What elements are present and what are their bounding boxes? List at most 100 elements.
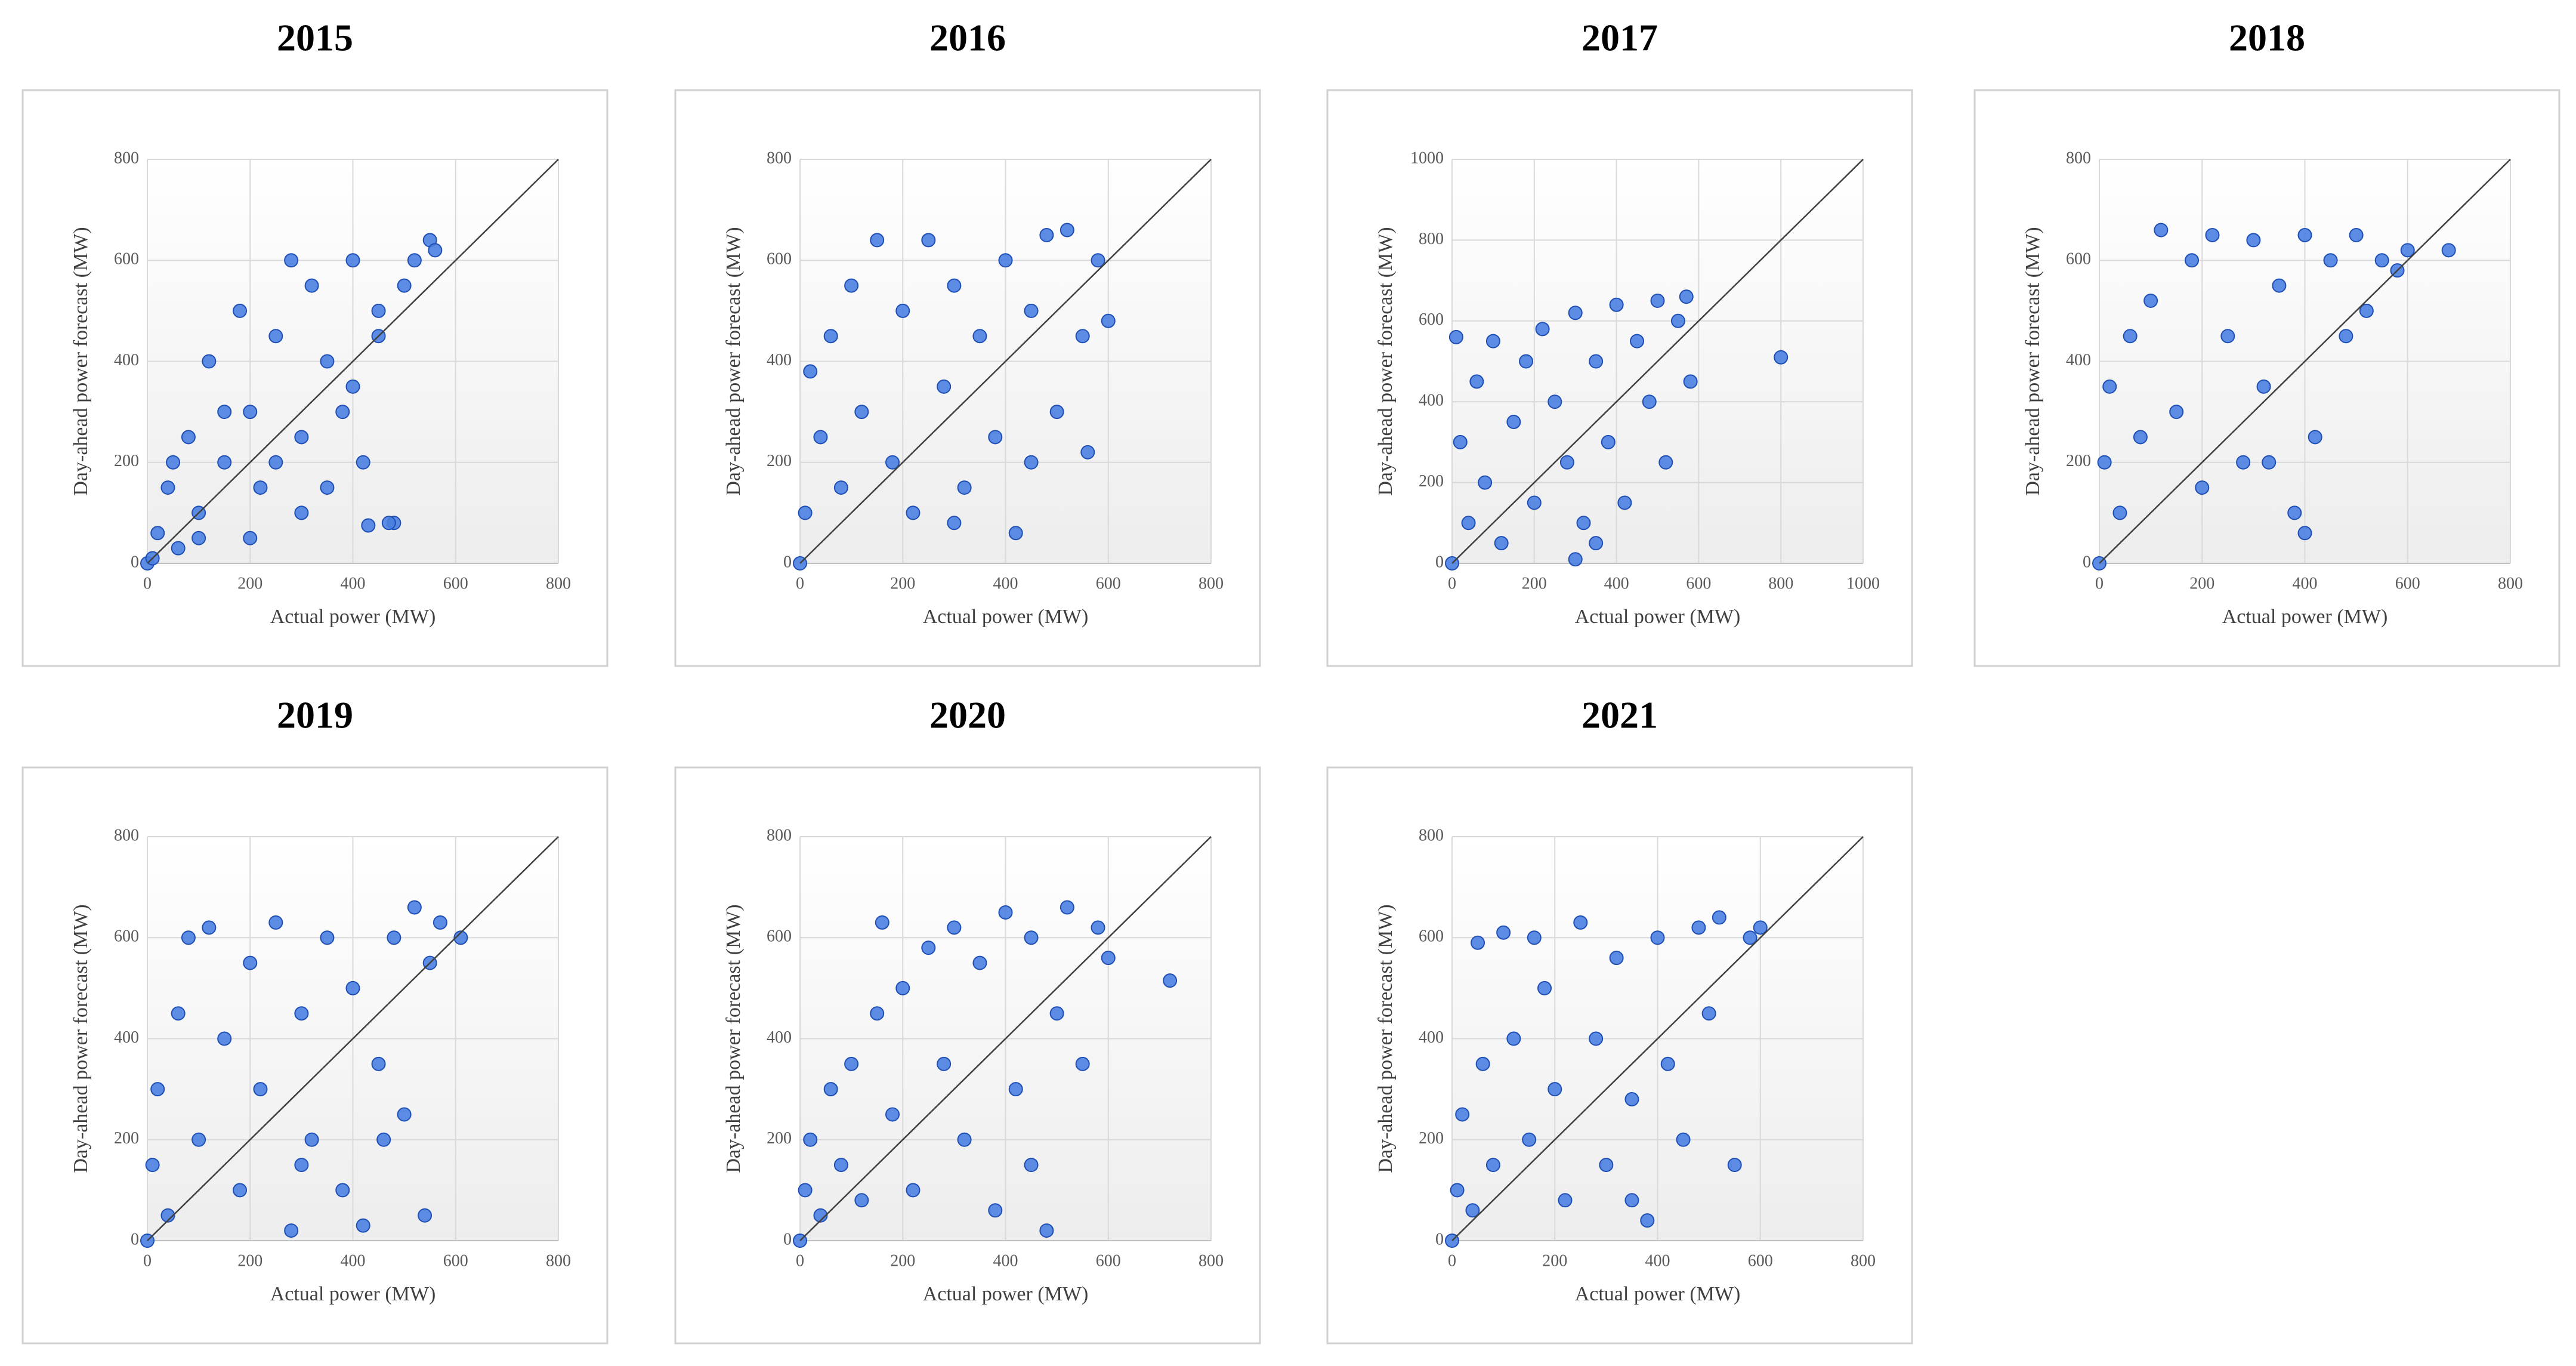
point xyxy=(2323,253,2338,268)
point xyxy=(1080,445,1095,460)
point xyxy=(2185,253,2200,268)
point xyxy=(2287,505,2302,520)
point xyxy=(335,405,350,420)
point xyxy=(217,455,232,470)
point xyxy=(1049,1006,1064,1021)
point xyxy=(1039,227,1054,242)
point xyxy=(885,455,900,470)
y-tick-label: 800 xyxy=(1419,826,1444,844)
point xyxy=(2195,480,2210,495)
point xyxy=(988,430,1003,445)
y-tick-label: 800 xyxy=(1419,230,1444,248)
point xyxy=(407,253,422,268)
x-axis-title: Actual power (MW) xyxy=(923,606,1089,628)
point xyxy=(833,480,848,495)
point xyxy=(947,278,962,293)
point xyxy=(1527,495,1542,510)
point xyxy=(798,505,813,520)
chart-title: 2018 xyxy=(2229,17,2305,59)
point xyxy=(870,233,885,248)
point xyxy=(1453,434,1468,449)
point xyxy=(1573,915,1588,930)
chart-title: 2017 xyxy=(1582,17,1658,59)
x-tick-label: 0 xyxy=(143,1251,152,1270)
x-axis-title: Actual power (MW) xyxy=(270,606,436,628)
x-tick-label: 400 xyxy=(1645,1251,1670,1270)
point xyxy=(145,1158,160,1173)
point xyxy=(320,354,335,369)
identity-line xyxy=(799,836,1212,1241)
point xyxy=(1506,1031,1521,1046)
point xyxy=(988,1203,1003,1218)
point xyxy=(1548,1082,1562,1097)
point xyxy=(1008,526,1023,541)
point xyxy=(233,1183,248,1198)
point xyxy=(844,1056,859,1071)
point xyxy=(2308,430,2322,445)
point xyxy=(1039,1223,1054,1238)
x-axis-title: Actual power (MW) xyxy=(1575,1283,1741,1305)
y-tick-label: 400 xyxy=(767,1028,792,1047)
point xyxy=(2400,243,2415,258)
y-tick-label: 200 xyxy=(767,452,792,470)
point xyxy=(895,303,910,318)
point xyxy=(1455,1107,1470,1122)
point xyxy=(1558,1193,1573,1208)
y-axis-title: Day-ahead power forecast (MW) xyxy=(1375,904,1397,1173)
point xyxy=(1640,1213,1655,1228)
point xyxy=(937,1056,952,1071)
point xyxy=(191,531,206,545)
point xyxy=(202,920,217,935)
y-tick-label: 1000 xyxy=(1410,149,1444,167)
y-axis-title: Day-ahead power forecast (MW) xyxy=(2022,227,2044,495)
point xyxy=(823,1082,838,1097)
x-tick-label: 0 xyxy=(796,574,804,593)
point xyxy=(1448,329,1463,344)
point xyxy=(1683,374,1698,389)
x-axis-title: Actual power (MW) xyxy=(2222,606,2388,628)
point xyxy=(433,915,447,930)
identity-line xyxy=(1451,836,1864,1241)
point xyxy=(1471,935,1485,950)
point xyxy=(1075,1056,1090,1071)
chart-title: 2015 xyxy=(277,17,353,59)
point xyxy=(217,405,232,420)
x-tick-label: 200 xyxy=(2189,574,2214,593)
point xyxy=(1461,516,1476,531)
identity-line xyxy=(2099,159,2511,564)
point xyxy=(376,1132,391,1147)
point xyxy=(870,1006,885,1021)
point xyxy=(1617,495,1632,510)
point xyxy=(284,253,299,268)
y-tick-label: 200 xyxy=(2066,452,2091,470)
identity-line xyxy=(799,159,1212,564)
point xyxy=(304,1132,319,1147)
point xyxy=(320,480,335,495)
y-axis-title: Day-ahead power forecast (MW) xyxy=(722,227,745,495)
point xyxy=(1576,516,1591,531)
x-tick-label: 600 xyxy=(1096,574,1121,593)
point xyxy=(304,278,319,293)
point xyxy=(387,930,401,945)
x-axis-title: Actual power (MW) xyxy=(270,1283,436,1305)
x-tick-label: 200 xyxy=(237,574,262,593)
point xyxy=(1024,303,1039,318)
point xyxy=(2133,430,2148,445)
point xyxy=(1478,475,1493,490)
point xyxy=(998,253,1013,268)
point xyxy=(906,1183,921,1198)
y-tick-label: 400 xyxy=(114,351,139,369)
point xyxy=(1774,350,1789,365)
point xyxy=(166,455,181,470)
point xyxy=(1060,900,1074,915)
chart-panel: 2015 0 200 400 600 800 0 200 400 600 800 Actual pow… xyxy=(21,17,609,667)
point xyxy=(345,253,360,268)
point xyxy=(2339,329,2353,344)
x-tick-label: 400 xyxy=(993,574,1018,593)
x-tick-label: 0 xyxy=(796,1251,804,1270)
x-tick-label: 200 xyxy=(1522,574,1547,593)
point xyxy=(998,905,1013,920)
y-tick-label: 400 xyxy=(767,351,792,369)
point xyxy=(1568,552,1583,567)
